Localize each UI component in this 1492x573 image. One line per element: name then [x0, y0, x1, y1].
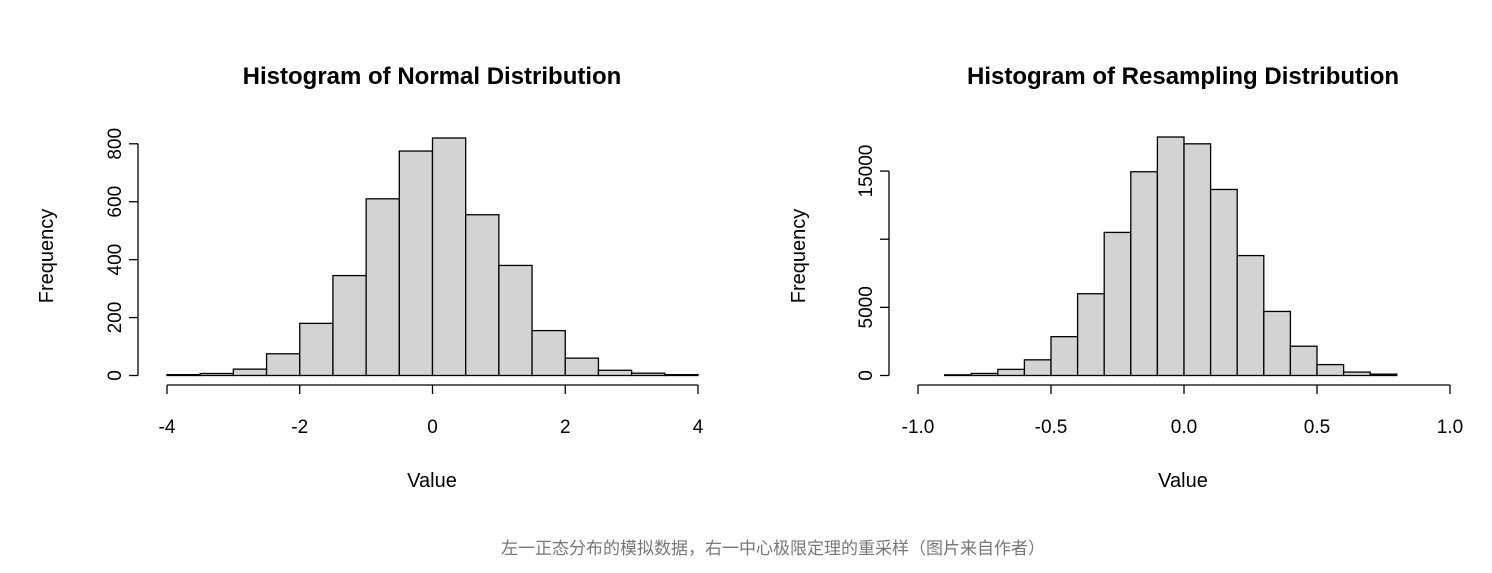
x-tick-label: -4: [159, 417, 176, 438]
histogram-bar: [630, 372, 666, 377]
histogram-bar: [299, 322, 334, 377]
y-tick-label: 800: [105, 128, 126, 160]
histogram-bar: [398, 150, 434, 377]
histogram-bar: [199, 372, 235, 377]
histogram-bar: [1342, 371, 1371, 377]
y-tick-label: 0: [105, 370, 126, 381]
x-tick-label: 4: [693, 417, 704, 438]
histogram-bar: [943, 374, 972, 377]
histogram-bar: [1263, 310, 1292, 377]
x-tick-label: -2: [291, 417, 308, 438]
histogram-figure: Histogram of Normal Distribution-4 -2 0 2 40…: [36, 63, 1463, 492]
histogram-bar: [431, 137, 467, 377]
histogram-bar: [232, 368, 268, 377]
histogram-bar: [664, 373, 699, 377]
histogram-bar: [1316, 363, 1345, 377]
y-tick-label: 200: [105, 302, 126, 334]
histogram-bar: [166, 373, 201, 377]
histogram-bar: [1023, 359, 1052, 377]
histogram-bar: [564, 357, 600, 377]
y-tick-label: 5000: [856, 286, 877, 328]
x-tick-label: -0.5: [1035, 417, 1068, 438]
histogram-bar: [1156, 136, 1185, 377]
x-tick-label: 0.5: [1304, 417, 1330, 438]
x-tick-label: 1.0: [1437, 417, 1463, 438]
histogram-bar: [597, 369, 633, 377]
y-axis-label: Frequency: [36, 209, 58, 304]
histogram-bar: [1130, 171, 1159, 377]
histogram-bar: [1236, 254, 1265, 377]
x-tick-label: 0.0: [1171, 417, 1197, 438]
histogram-bar: [1209, 188, 1238, 377]
x-tick-label: -1.0: [902, 417, 935, 438]
chart-title: Histogram of Normal Distribution: [243, 63, 622, 90]
histogram-bar: [1369, 373, 1398, 377]
histogram-bar: [1050, 336, 1079, 377]
figure-caption: 左一正态分布的模拟数据，右一中心极限定理的重采样（图片来自作者）: [501, 539, 1045, 559]
y-tick-label: 600: [105, 186, 126, 218]
y-tick-label: 0: [856, 370, 877, 381]
histogram-bar: [1183, 143, 1212, 377]
histogram-bar: [265, 353, 301, 377]
y-tick-label: 400: [105, 244, 126, 276]
x-tick-label: 2: [560, 417, 571, 438]
histogram-bar: [997, 368, 1026, 377]
histogram-bar: [465, 214, 500, 377]
histogram-bar: [332, 274, 367, 377]
histogram-bar: [498, 264, 533, 377]
histogram-bar: [365, 198, 400, 377]
histogram-bar: [970, 372, 999, 377]
x-axis-label: Value: [407, 470, 457, 492]
chart-title: Histogram of Resampling Distribution: [967, 63, 1399, 90]
y-tick-label: 15000: [856, 145, 877, 198]
histogram-bar: [531, 329, 566, 377]
histogram-bar: [1103, 231, 1132, 377]
histogram-bar: [1076, 293, 1105, 377]
y-axis-label: Frequency: [788, 209, 810, 304]
x-tick-label: 0: [427, 417, 438, 438]
histogram-bar: [1289, 345, 1318, 377]
x-axis-label: Value: [1158, 470, 1208, 492]
